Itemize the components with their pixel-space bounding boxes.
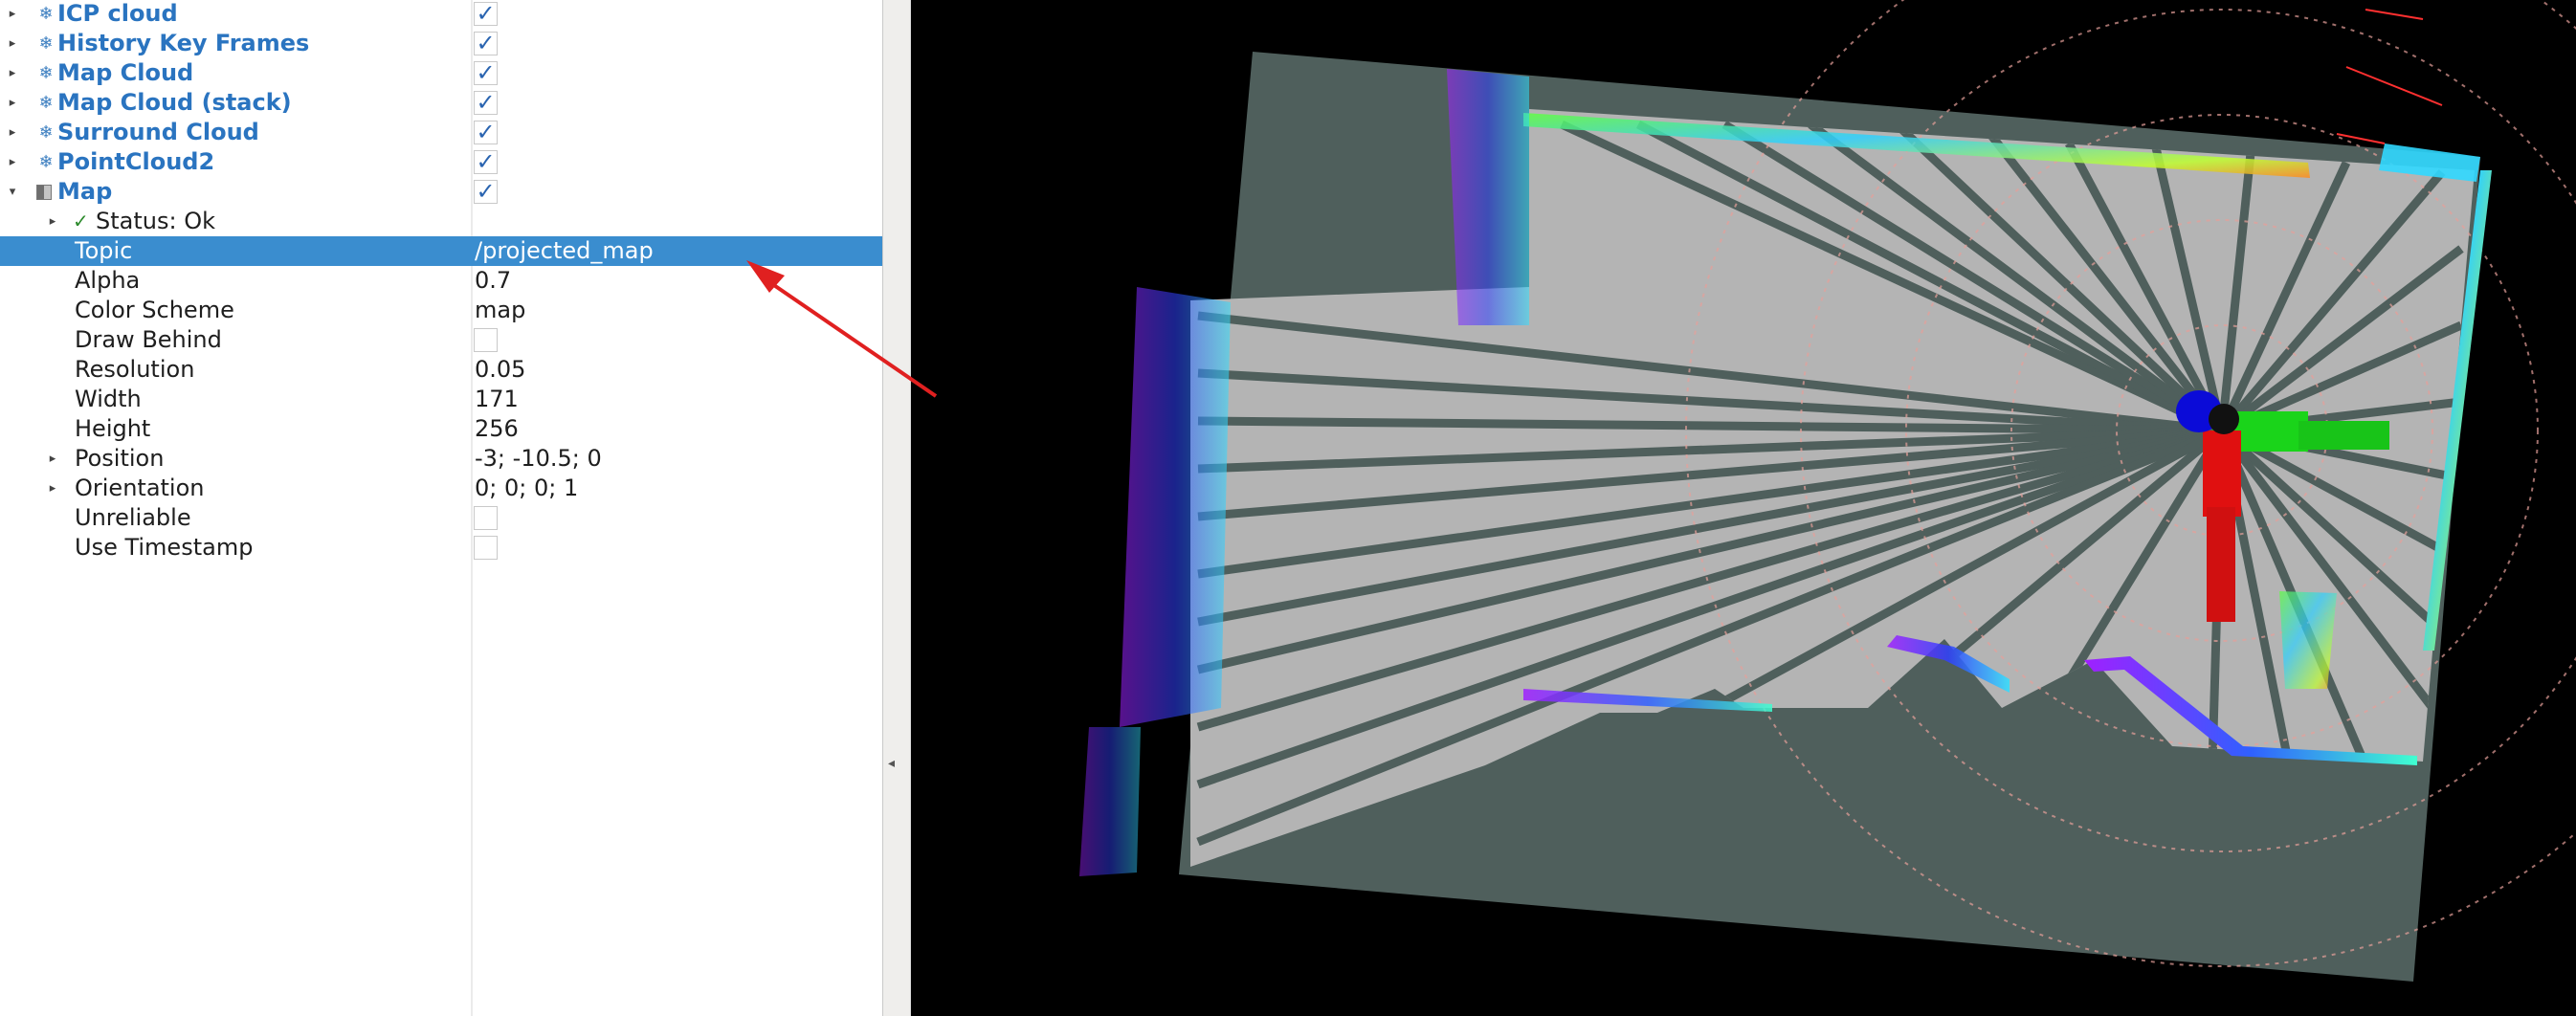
pointcloud-icon: ❄ <box>38 93 54 113</box>
status-ok-icon: ✓ <box>73 210 89 232</box>
enable-checkbox[interactable]: ✓ <box>474 32 498 55</box>
pointcloud-icon: ❄ <box>38 122 54 143</box>
3d-viewport[interactable] <box>911 0 2576 1016</box>
property-label: Orientation <box>75 475 205 501</box>
expand-arrow-icon[interactable]: ▸ <box>9 96 16 110</box>
display-name: Map Cloud (stack) <box>57 89 292 116</box>
expand-arrow-icon[interactable]: ▸ <box>9 7 16 21</box>
expand-arrow-icon[interactable]: ▸ <box>9 125 16 140</box>
map-render <box>1079 0 2576 982</box>
property-row-orientation[interactable]: ▸ Orientation 0; 0; 0; 1 <box>0 474 882 503</box>
pointcloud-icon: ❄ <box>38 4 54 24</box>
pointcloud-icon: ❄ <box>38 152 54 172</box>
display-name: Surround Cloud <box>57 119 259 145</box>
column-divider <box>471 0 473 1016</box>
alpha-value[interactable]: 0.7 <box>475 267 512 294</box>
display-row-map[interactable]: ▾ Map ✓ <box>0 177 882 207</box>
width-value[interactable]: 171 <box>475 386 519 412</box>
property-label: Draw Behind <box>75 326 222 353</box>
unreliable-checkbox[interactable] <box>474 506 498 530</box>
robot-model <box>2176 390 2389 622</box>
property-row-alpha[interactable]: Alpha 0.7 <box>0 266 882 296</box>
position-value[interactable]: -3; -10.5; 0 <box>475 445 602 472</box>
property-label: Position <box>75 445 165 472</box>
property-label: Unreliable <box>75 504 191 531</box>
topic-value[interactable]: /projected_map <box>475 237 654 264</box>
property-row-resolution[interactable]: Resolution 0.05 <box>0 355 882 385</box>
display-name: Map <box>57 178 113 205</box>
property-label: Height <box>75 415 151 442</box>
draw-behind-checkbox[interactable] <box>474 328 498 352</box>
expand-arrow-icon[interactable]: ▸ <box>9 155 16 169</box>
property-label: Width <box>75 386 142 412</box>
property-row-unreliable[interactable]: Unreliable <box>0 503 882 533</box>
panel-splitter[interactable]: ◂ <box>882 0 911 1016</box>
property-label: Color Scheme <box>75 297 234 323</box>
pointcloud-icon: ❄ <box>38 33 54 54</box>
expand-arrow-icon[interactable]: ▸ <box>9 66 16 80</box>
collapse-arrow-icon[interactable]: ▾ <box>9 185 16 199</box>
property-label: Use Timestamp <box>75 534 254 561</box>
display-name: ICP cloud <box>57 0 178 27</box>
display-name: Map Cloud <box>57 59 194 86</box>
property-row-use-timestamp[interactable]: Use Timestamp <box>0 533 882 563</box>
enable-checkbox[interactable]: ✓ <box>474 2 498 26</box>
display-row-map-cloud-stack[interactable]: ▸ ❄ Map Cloud (stack) ✓ <box>0 88 882 118</box>
property-row-topic[interactable]: Topic /projected_map <box>0 236 882 266</box>
point-cloud-walls <box>1079 9 2492 876</box>
enable-checkbox[interactable]: ✓ <box>474 180 498 204</box>
display-row-map-cloud[interactable]: ▸ ❄ Map Cloud ✓ <box>0 58 882 88</box>
enable-checkbox[interactable]: ✓ <box>474 91 498 115</box>
property-label: Alpha <box>75 267 141 294</box>
display-name: PointCloud2 <box>57 148 215 175</box>
property-row-width[interactable]: Width 171 <box>0 385 882 414</box>
display-row-icp-cloud[interactable]: ▸ ❄ ICP cloud ✓ <box>0 0 882 29</box>
property-label: Resolution <box>75 356 195 383</box>
status-row[interactable]: ▸ ✓ Status: Ok <box>0 207 882 236</box>
expand-arrow-icon[interactable]: ▸ <box>49 481 56 496</box>
use-timestamp-checkbox[interactable] <box>474 536 498 560</box>
expand-arrow-icon[interactable]: ▸ <box>49 214 56 229</box>
collapse-left-icon[interactable]: ◂ <box>888 756 896 771</box>
color-scheme-value[interactable]: map <box>475 297 526 323</box>
displays-panel: ▸ ❄ ICP cloud ✓ ▸ ❄ History Key Frames ✓… <box>0 0 882 1016</box>
expand-arrow-icon[interactable]: ▸ <box>9 36 16 51</box>
enable-checkbox[interactable]: ✓ <box>474 121 498 144</box>
property-row-position[interactable]: ▸ Position -3; -10.5; 0 <box>0 444 882 474</box>
property-row-height[interactable]: Height 256 <box>0 414 882 444</box>
enable-checkbox[interactable]: ✓ <box>474 61 498 85</box>
property-row-color-scheme[interactable]: Color Scheme map <box>0 296 882 325</box>
status-text: Status: Ok <box>96 208 215 234</box>
expand-arrow-icon[interactable]: ▸ <box>49 452 56 466</box>
display-name: History Key Frames <box>57 30 310 56</box>
map-icon <box>36 185 52 200</box>
display-row-pointcloud2[interactable]: ▸ ❄ PointCloud2 ✓ <box>0 147 882 177</box>
property-row-draw-behind[interactable]: Draw Behind <box>0 325 882 355</box>
resolution-value[interactable]: 0.05 <box>475 356 526 383</box>
property-label: Topic <box>75 237 133 264</box>
display-row-history-key-frames[interactable]: ▸ ❄ History Key Frames ✓ <box>0 29 882 58</box>
display-row-surround-cloud[interactable]: ▸ ❄ Surround Cloud ✓ <box>0 118 882 147</box>
pointcloud-icon: ❄ <box>38 63 54 83</box>
orientation-value[interactable]: 0; 0; 0; 1 <box>475 475 579 501</box>
height-value[interactable]: 256 <box>475 415 519 442</box>
occupied-rays <box>1196 120 2464 847</box>
enable-checkbox[interactable]: ✓ <box>474 150 498 174</box>
